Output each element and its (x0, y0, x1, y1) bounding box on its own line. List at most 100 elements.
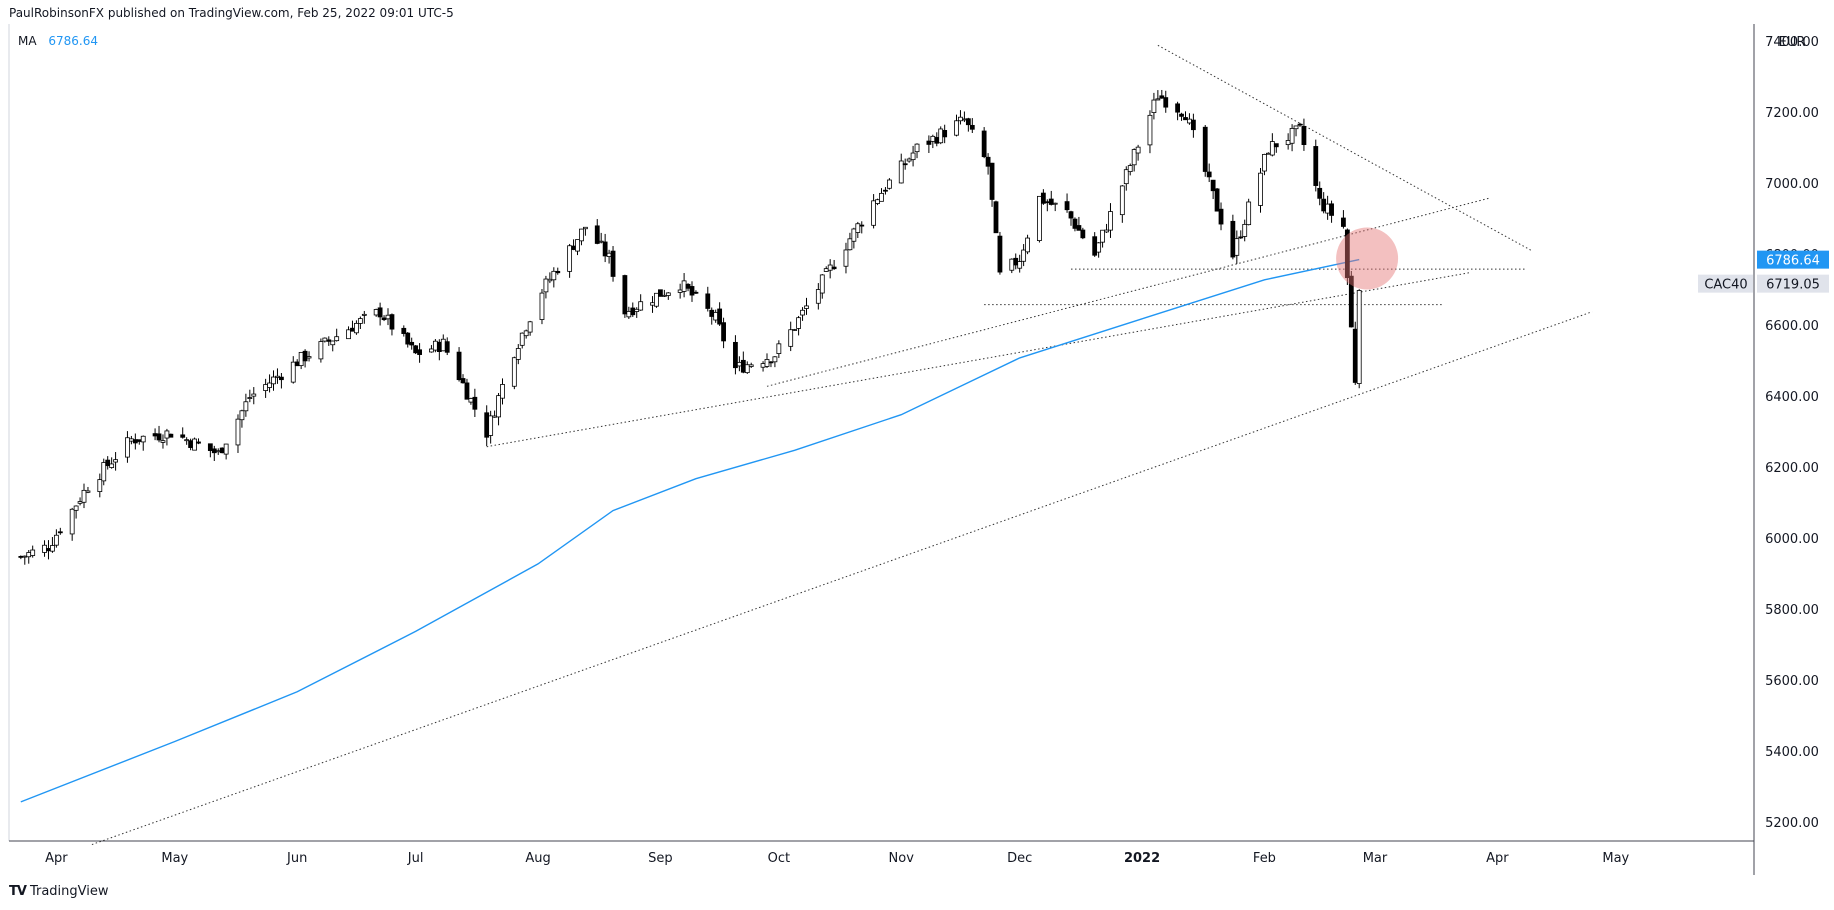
candle-body (417, 349, 422, 355)
candle-body (1064, 201, 1070, 211)
candle-body (211, 448, 217, 454)
candle-body (105, 459, 111, 467)
x-tick-label: Jun (286, 851, 307, 866)
candle-body (1123, 169, 1129, 185)
y-tick-label: 5400.00 (1765, 745, 1819, 760)
candle-body (334, 336, 340, 342)
candle-body (804, 305, 809, 309)
x-tick-label: Sep (648, 851, 673, 866)
candle-body (42, 544, 47, 553)
candle-body (488, 415, 494, 436)
candle-body (354, 322, 359, 334)
candle-body (962, 118, 967, 121)
candle-body (1266, 152, 1271, 155)
trendline[interactable] (486, 272, 1470, 448)
footer-brand[interactable]: TV TradingView (9, 884, 108, 899)
candle-body (602, 241, 608, 257)
candle-body (717, 308, 723, 325)
candle-body (429, 348, 434, 353)
trendline[interactable] (766, 197, 1490, 387)
candle-body (547, 278, 553, 282)
candle-body (997, 235, 1003, 273)
x-tick-label: May (1602, 851, 1629, 866)
candle-body (361, 313, 367, 316)
x-tick-label: Aug (525, 851, 550, 866)
candle-body (1210, 179, 1216, 192)
candle-body (405, 332, 411, 345)
candle-body (235, 418, 241, 446)
ma-price-badge (1757, 250, 1829, 269)
candle-body (1076, 225, 1082, 231)
candle-body (705, 293, 711, 309)
candle-body (875, 199, 880, 204)
candle-body (500, 384, 505, 399)
candle-body (136, 439, 142, 442)
candle-body (1273, 143, 1279, 148)
candle-body (168, 433, 174, 438)
candle-body (50, 545, 55, 552)
candle-body (1214, 188, 1220, 212)
y-tick-label: 6400.00 (1765, 390, 1819, 405)
symbol-badge (1698, 274, 1753, 293)
candle-body (30, 549, 36, 556)
candle-body (721, 322, 726, 342)
trendline[interactable] (91, 311, 1593, 846)
candle-body (330, 340, 336, 346)
candle-body (1048, 198, 1054, 205)
candle-body (1289, 128, 1295, 144)
ma-value: 6786.64 (48, 34, 99, 48)
highlight-circle[interactable] (1336, 227, 1399, 290)
candle-body (1009, 258, 1015, 271)
candle-body (764, 359, 770, 367)
candle-body (1341, 217, 1346, 227)
candle-body (815, 289, 821, 304)
candle-body (942, 130, 948, 138)
candle-body (1017, 261, 1023, 269)
candle-body (1131, 149, 1137, 166)
candle-body (223, 443, 229, 455)
candle-body (827, 264, 833, 271)
y-tick-label: 6200.00 (1765, 461, 1819, 476)
candle-body (1175, 103, 1180, 113)
candle-body (665, 292, 671, 296)
candle-body (1080, 229, 1086, 239)
candle-body (373, 309, 379, 316)
candle-body (275, 375, 280, 378)
candle-body (1104, 229, 1109, 233)
candle-body (871, 200, 877, 226)
candle-body (496, 395, 501, 418)
candle-body (385, 314, 391, 320)
candle-body (18, 555, 24, 558)
candle-body (1037, 195, 1042, 241)
candle-body (432, 340, 438, 351)
candle-body (1159, 95, 1165, 99)
candle-body (788, 329, 794, 347)
ma-indicator-legend[interactable]: MA 6786.64 (18, 34, 98, 48)
candle-body (440, 338, 446, 352)
candle-body (1151, 99, 1157, 113)
candle-body (1072, 218, 1078, 229)
candle-body (630, 307, 636, 316)
candle-body (776, 343, 782, 354)
candle-body (567, 245, 573, 272)
trendline[interactable] (1157, 44, 1534, 252)
candle-body (140, 435, 146, 443)
candle-body (1147, 114, 1153, 146)
candle-body (247, 397, 253, 399)
candle-body (555, 270, 561, 274)
candle-body (322, 337, 328, 342)
candle-body (1234, 238, 1240, 256)
candle-body (357, 318, 363, 324)
candle-body (519, 332, 525, 346)
candle-body (969, 124, 975, 130)
candle-body (1262, 153, 1267, 172)
candle-body (685, 283, 691, 289)
footer-brand-label: TradingView (29, 884, 109, 899)
ma-price-label: 6786.64 (1766, 254, 1820, 269)
candle-body (819, 274, 825, 294)
candle-body (1025, 237, 1030, 253)
candle-body (219, 447, 225, 454)
candle-body (1352, 328, 1358, 383)
candle-body (350, 327, 355, 332)
